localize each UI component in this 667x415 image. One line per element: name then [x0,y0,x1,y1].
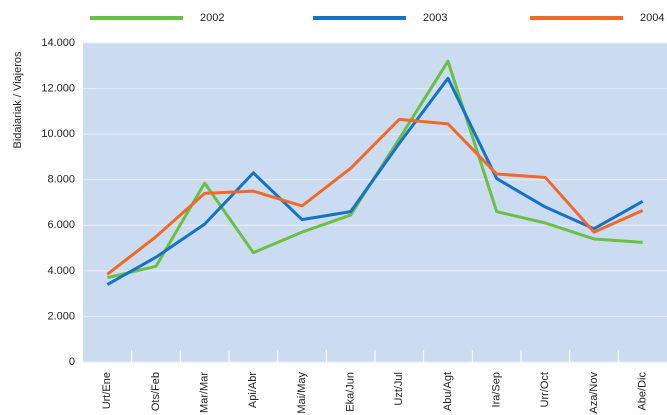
x-tick-label: Ira/Sep [491,372,503,407]
plot-background [83,43,667,362]
y-tick-label: 10.000 [41,128,75,140]
x-tick-label: Mai/May [296,372,308,414]
x-tick-label: Urt/Ene [101,372,113,409]
y-tick-label: 12.000 [41,82,75,94]
x-tick-label: Abu/Agt [442,372,454,411]
y-axis-label: Bidaiariak / Viajeros [12,51,24,149]
x-tick-label: Api/Abr [247,372,259,408]
series-line [106,117,644,276]
legend-label: 2004 [640,12,664,24]
legend-label: 2002 [200,12,224,24]
x-tick-label: Urr/Oct [539,372,551,407]
x-tick-label: Ots/Feb [150,372,162,411]
x-tick-label: Aza/Nov [588,372,600,414]
series-line [106,76,644,286]
y-tick-label: 8.000 [47,174,75,186]
y-tick-label: 2.000 [47,310,75,322]
y-tick-label: 0 [69,356,75,368]
y-tick-label: 4.000 [47,265,75,277]
x-tick-label: Uzt/Jul [393,372,405,406]
x-tick-label: Mar/Mar [199,372,211,413]
x-tick-label: Eka/Jun [345,372,357,412]
y-tick-label: 6.000 [47,219,75,231]
legend-label: 2003 [423,12,447,24]
y-tick-label: 14.000 [41,37,75,49]
x-tick-label: Abe/Dic [637,372,649,411]
